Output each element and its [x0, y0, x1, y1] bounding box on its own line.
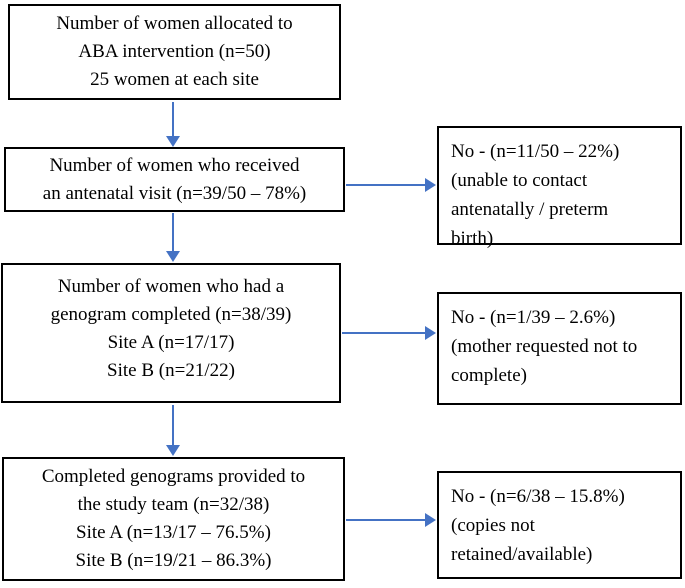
flow-box-allocated-text: Number of women allocated to ABA interve…: [56, 13, 293, 90]
flow-box-allocated: Number of women allocated to ABA interve…: [8, 4, 341, 100]
side-box-no-genogram-text: No - (n=1/39 – 2.6%) (mother requested n…: [451, 307, 638, 386]
flow-arrow-down-2: [166, 213, 180, 262]
side-box-no-copies-text: No - (n=6/38 – 15.8%) (copies not retain…: [451, 486, 625, 565]
flow-box-genograms-provided-text: Completed genograms provided to the stud…: [41, 466, 306, 571]
flow-box-genogram-completed: Number of women who had a genogram compl…: [1, 263, 341, 403]
side-box-no-copies: No - (n=6/38 – 15.8%) (copies not retain…: [437, 471, 682, 579]
flow-arrow-down-3: [166, 405, 180, 456]
side-box-no-genogram: No - (n=1/39 – 2.6%) (mother requested n…: [437, 292, 682, 405]
flow-box-antenatal-visit-text: Number of women who received an antenata…: [42, 154, 307, 204]
flow-arrow-down-1: [166, 102, 180, 147]
flow-arrow-right-3: [346, 513, 436, 527]
side-box-no-antenatal-visit: No - (n=11/50 – 22%) (unable to contact …: [437, 126, 682, 249]
flow-box-antenatal-visit: Number of women who received an antenata…: [4, 147, 345, 212]
flow-box-genograms-provided: Completed genograms provided to the stud…: [2, 457, 345, 581]
flow-box-genogram-completed-text: Number of women who had a genogram compl…: [50, 276, 292, 381]
side-box-no-antenatal-visit-text: No - (n=11/50 – 22%) (unable to contact …: [451, 141, 620, 249]
flow-arrow-right-2: [342, 326, 436, 340]
flow-arrow-right-1: [346, 178, 436, 192]
